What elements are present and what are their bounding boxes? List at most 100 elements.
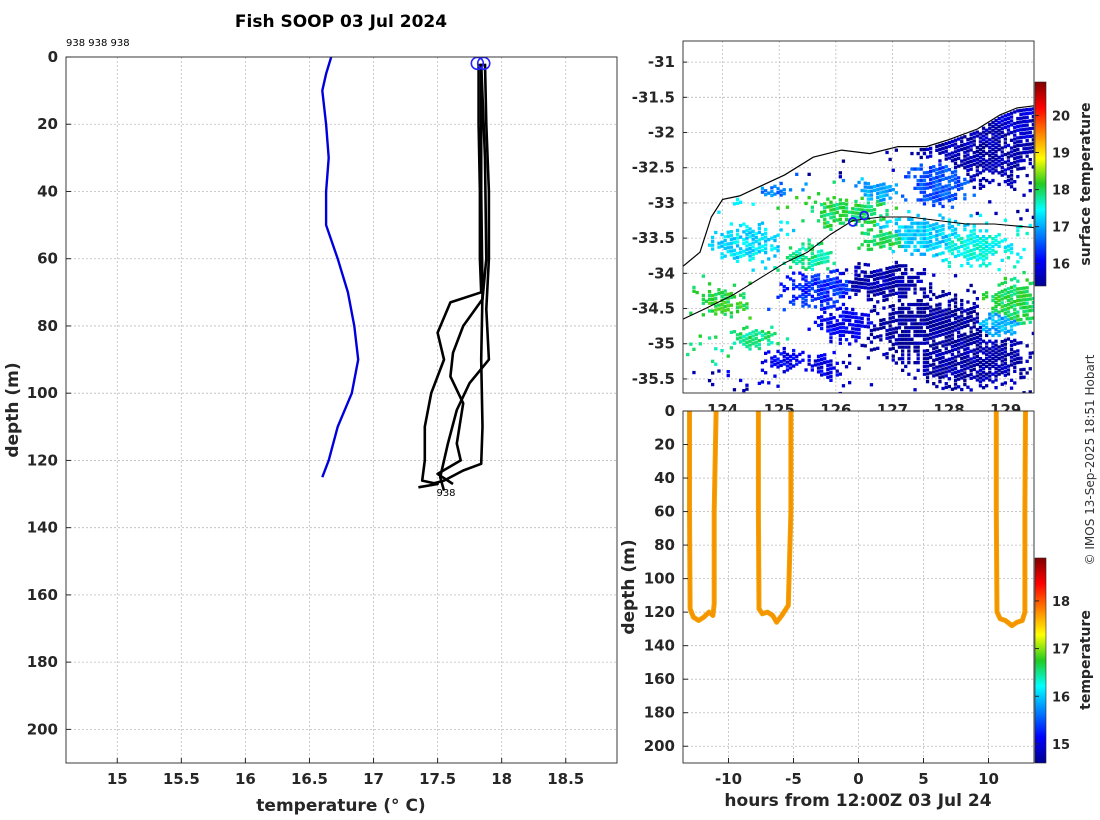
sst-cell xyxy=(981,146,986,150)
sst-cell xyxy=(860,320,864,324)
sst-cell xyxy=(910,326,914,330)
sst-cell xyxy=(888,184,892,189)
sst-cell xyxy=(981,351,986,355)
sst-cell xyxy=(935,330,939,334)
sst-cell xyxy=(876,288,880,292)
sst-cell xyxy=(882,190,886,194)
sst-cell xyxy=(985,136,989,140)
sst-cell xyxy=(969,376,973,380)
sst-cell xyxy=(739,223,743,228)
sst-cell xyxy=(1013,137,1017,141)
sst-cell xyxy=(792,356,796,360)
sst-cell xyxy=(879,322,883,326)
sst-cell xyxy=(963,158,967,162)
sst-cell xyxy=(916,248,920,252)
sst-cell xyxy=(1000,115,1004,119)
sst-cell xyxy=(835,319,839,323)
sst-cell xyxy=(869,348,874,352)
sst-cell xyxy=(751,202,755,206)
sst-cell xyxy=(1013,160,1017,164)
sst-cell xyxy=(782,288,786,293)
map-y-tick-label: -32 xyxy=(648,124,675,142)
sst-cell xyxy=(994,242,998,247)
sst-cell xyxy=(885,332,889,337)
sst-cell xyxy=(1019,372,1023,376)
sst-cell xyxy=(882,240,886,244)
sst-cell xyxy=(975,258,979,262)
sst-cell xyxy=(707,293,712,298)
sst-cell xyxy=(707,282,712,286)
sst-cell xyxy=(981,293,986,297)
sst-cell xyxy=(925,170,930,175)
sst-cell xyxy=(981,320,986,324)
sst-cell xyxy=(841,283,846,287)
sst-cell xyxy=(1013,319,1017,323)
sst-cell xyxy=(807,257,811,262)
sst-cell xyxy=(907,225,911,229)
sst-cell xyxy=(1013,180,1017,184)
sst-cell xyxy=(978,155,983,159)
sst-cell xyxy=(888,339,892,343)
sst-cell xyxy=(1009,359,1014,363)
sst-cell xyxy=(748,335,752,339)
sst-cell xyxy=(866,185,870,190)
sst-cell xyxy=(941,309,945,313)
sst-cell xyxy=(978,178,983,183)
sst-cell xyxy=(751,268,755,272)
sst-cell xyxy=(978,240,983,245)
sst-cell xyxy=(732,283,737,287)
sst-cell xyxy=(953,177,958,181)
sst-cell xyxy=(838,217,842,221)
sst-cell xyxy=(788,265,793,269)
sst-cell xyxy=(922,179,927,183)
sst-cell xyxy=(1003,365,1007,370)
sst-cell xyxy=(1013,284,1017,288)
sst-cell xyxy=(953,316,958,320)
sst-cell xyxy=(857,316,861,320)
sst-cell xyxy=(953,359,958,363)
sst-cell xyxy=(978,349,983,353)
sst-cell xyxy=(997,298,1001,303)
sst-cell xyxy=(838,341,842,345)
sst-cell xyxy=(776,268,780,272)
sst-cell xyxy=(941,146,945,150)
sst-cell xyxy=(994,157,998,161)
sst-cell xyxy=(950,368,955,372)
profile-y-tick-label: 40 xyxy=(37,182,58,200)
sst-cell xyxy=(1016,147,1020,152)
sst-cell xyxy=(904,237,908,241)
sst-cell xyxy=(888,347,892,351)
sst-cell xyxy=(1016,360,1020,365)
sst-cell xyxy=(922,151,927,156)
sst-cell xyxy=(711,297,715,301)
sst-cell xyxy=(947,342,951,346)
sst-cell xyxy=(1019,151,1023,155)
sst-cell xyxy=(816,288,821,293)
sst-cell xyxy=(1006,248,1011,252)
sst-cell xyxy=(1022,151,1026,155)
sst-cell xyxy=(816,362,821,366)
sst-cell xyxy=(966,288,970,293)
sst-cell xyxy=(944,238,948,242)
sst-cell xyxy=(904,345,908,349)
sst-cell xyxy=(991,155,995,159)
sst-cell xyxy=(922,240,927,245)
sst-cell xyxy=(922,244,927,249)
sst-cell xyxy=(950,387,955,391)
sst-cell xyxy=(742,338,746,342)
sst-cell xyxy=(953,158,958,162)
sst-cell xyxy=(854,335,858,339)
sst-cell xyxy=(963,154,967,158)
sst-cell xyxy=(904,326,908,330)
sst-cell xyxy=(969,365,973,369)
sst-cell xyxy=(947,175,951,180)
sst-cell xyxy=(932,196,936,200)
sst-cell xyxy=(804,279,808,283)
sst-cell xyxy=(904,291,908,295)
sst-cell xyxy=(823,202,827,206)
sst-cell xyxy=(792,228,796,233)
sst-cell xyxy=(957,222,961,226)
sst-cell xyxy=(916,353,920,357)
sst-cell xyxy=(829,340,833,344)
sst-cell xyxy=(922,190,927,194)
